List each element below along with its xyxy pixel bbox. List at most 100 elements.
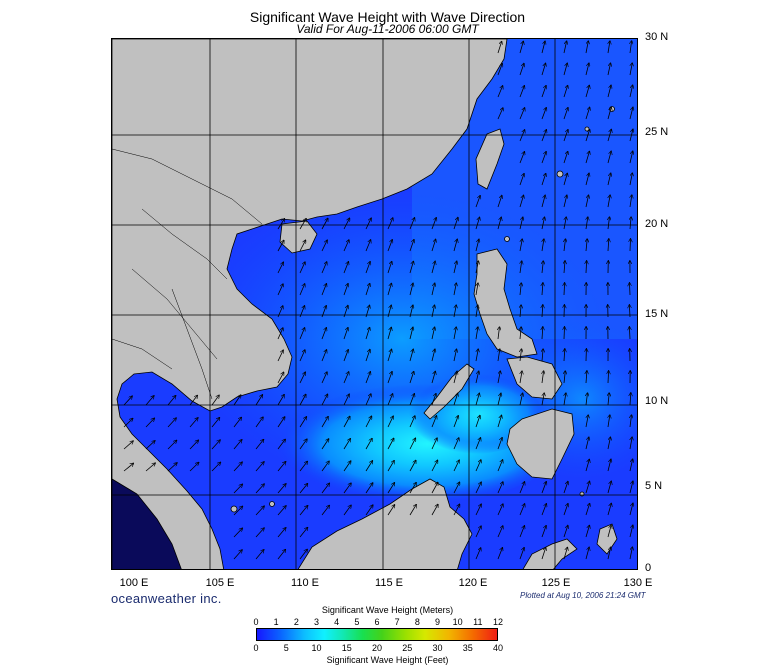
wave-arrow [498,327,500,340]
wave-arrow [585,152,589,164]
wave-arrow [299,372,305,384]
wave-arrow [299,462,307,472]
wave-arrow [629,173,632,186]
wave-arrow [189,440,198,450]
wave-arrow [585,460,589,472]
feet-tick: 0 [253,643,259,653]
wave-arrow [630,217,631,230]
wave-arrow [585,547,589,560]
wave-arrow [630,41,632,54]
wave-arrow [233,395,241,406]
wave-arrow [519,548,524,560]
wave-arrow [541,526,546,538]
lat-label-0: 0 [645,562,652,574]
wave-arrow [586,261,587,274]
wave-arrow [453,305,456,318]
wave-arrow [321,394,328,406]
wave-arrow [497,526,503,538]
wave-arrow [409,283,413,296]
wave-arrow [431,327,435,340]
wave-arrow [607,504,611,516]
wave-arrow [233,550,242,560]
wave-arrow [145,441,155,450]
meter-tick: 3 [313,617,320,627]
wave-arrow [475,261,478,274]
wave-arrow [497,460,503,472]
wave-arrow [387,262,392,274]
wave-arrow [431,416,437,428]
wave-arrow [277,306,283,318]
wave-height-colorbar [256,628,498,641]
wave-arrow [387,350,392,362]
wave-arrow [387,505,395,516]
wave-arrow [475,239,479,252]
wave-arrow [211,395,219,406]
wave-arrow [520,261,522,274]
wave-arrow [585,130,590,142]
wave-arrow [255,550,264,560]
wave-arrow [299,328,305,340]
wave-arrow [343,284,348,296]
wave-arrow [564,393,566,406]
wave-arrow [321,439,329,450]
wave-arrow [542,283,543,296]
wave-arrow [475,218,480,230]
wave-arrow [607,151,611,164]
wave-arrow [519,152,524,164]
wave-arrow [365,505,373,516]
wave-arrow [585,173,589,186]
wave-arrow [497,504,503,516]
wave-arrow [409,505,416,516]
wave-arrow [453,218,458,230]
lon-label-125e: 125 E [541,577,571,589]
wave-arrow [277,417,285,428]
wave-arrow [563,174,567,186]
wave-arrow [387,218,393,230]
wave-arrow [563,86,568,98]
wave-arrow [475,416,480,428]
wave-arrow [541,64,546,76]
wave-arrow [299,284,305,296]
wave-arrow [607,481,611,494]
wave-arrow [255,417,263,428]
wave-arrow [608,217,610,230]
wave-arrow [277,328,283,340]
lat-label-20n: 20 N [645,218,669,230]
wave-arrow [343,350,348,362]
wave-height-map [111,38,638,570]
wave-arrow [321,262,327,274]
wave-direction-arrows [123,41,633,560]
wave-arrow [629,85,633,98]
wave-arrow [365,306,370,318]
wave-arrow [299,240,306,252]
wave-arrow [343,218,350,230]
wave-arrow [277,395,284,406]
wave-arrow [497,438,502,450]
wave-arrow [541,152,546,164]
wave-arrow [563,63,567,76]
wave-arrow [629,547,632,560]
wave-arrow [475,349,478,362]
wave-arrow [520,371,522,384]
wave-arrow [475,438,481,450]
wave-arrow [343,439,350,450]
wave-arrow [277,350,283,362]
lon-label-100e: 100 E [119,577,149,589]
wave-arrow [608,41,610,54]
wave-arrow [321,284,326,296]
wave-arrow [167,396,176,406]
wave-arrow [453,416,458,428]
wave-arrow [365,284,370,296]
map-title: Significant Wave Height with Wave Direct… [249,9,526,25]
wave-arrow [520,305,521,318]
meter-tick: 12 [492,617,504,627]
wave-arrow [497,548,502,560]
meter-tick: 0 [253,617,259,627]
wave-arrow [145,418,154,428]
land-taiwan [475,128,505,190]
legend-feet-label: Significant Wave Height (Feet) [326,655,449,665]
wave-arrow [541,130,546,142]
wave-arrow [255,528,264,538]
wave-arrow [475,526,481,538]
wave-arrow [519,526,524,538]
